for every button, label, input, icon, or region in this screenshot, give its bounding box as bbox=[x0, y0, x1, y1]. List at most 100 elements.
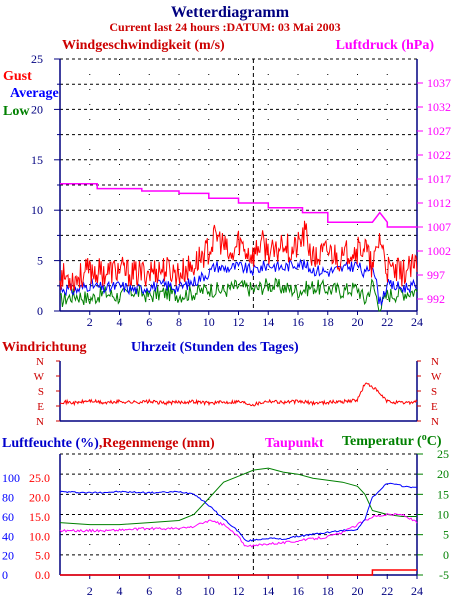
rain-tick-label: 15.0 bbox=[29, 510, 50, 524]
legend-low: Low bbox=[3, 104, 30, 119]
humidity-tick-label: 80 bbox=[2, 491, 14, 505]
temperature-tick-label: 10 bbox=[437, 508, 449, 522]
rain-tick-label: 5.0 bbox=[35, 549, 50, 563]
y-right-tick-label: 1037 bbox=[427, 76, 451, 90]
humidity-tick-label: 100 bbox=[2, 471, 20, 485]
y-right-tick-label: 997 bbox=[427, 268, 445, 282]
y-right-tick-label: 1012 bbox=[427, 196, 451, 210]
y-tick-label: 10 bbox=[31, 203, 43, 217]
direction-tick-label: S bbox=[38, 386, 44, 398]
humidity-tick-label: 60 bbox=[2, 510, 14, 524]
direction-tick-label: E bbox=[37, 401, 44, 413]
y-right-tick-label: 1032 bbox=[427, 100, 451, 114]
x-tick-label: 12 bbox=[233, 584, 245, 598]
y-right-tick-label: 1027 bbox=[427, 124, 451, 138]
direction-tick-label: N bbox=[36, 416, 44, 428]
temperature-tick-label: 5 bbox=[443, 528, 449, 542]
temperature-tick-label: 15 bbox=[437, 487, 449, 501]
x-tick-label: 4 bbox=[117, 315, 123, 329]
x-tick-label: 24 bbox=[411, 584, 423, 598]
series-average-line bbox=[59, 258, 418, 307]
x-tick-label: 10 bbox=[203, 584, 215, 598]
x-tick-label: 14 bbox=[262, 315, 274, 329]
series-temperature-line bbox=[59, 467, 417, 526]
series-pressure-line bbox=[60, 183, 417, 228]
page-title: Wetterdiagramm bbox=[171, 4, 290, 21]
label-separator: , bbox=[99, 436, 103, 451]
x-tick-label: 24 bbox=[411, 315, 423, 329]
direction-right-tick-label: S bbox=[431, 386, 437, 398]
direction-right-tick-label: N bbox=[431, 416, 439, 428]
series-dew-point-line bbox=[59, 512, 418, 548]
series-humidity-line bbox=[59, 482, 418, 542]
direction-tick-label: W bbox=[34, 371, 45, 383]
x-tick-label: 2 bbox=[87, 584, 93, 598]
rain-tick-label: 10.0 bbox=[29, 529, 50, 543]
y-tick-label: 20 bbox=[31, 102, 43, 116]
x-tick-label: 20 bbox=[352, 315, 364, 329]
direction-right-tick-label: W bbox=[431, 371, 442, 383]
x-tick-label: 8 bbox=[176, 584, 182, 598]
series-wind-direction-line bbox=[59, 382, 418, 407]
x-tick-label: 20 bbox=[352, 584, 364, 598]
y-tick-label: 0 bbox=[37, 304, 43, 318]
humidity-tick-label: 20 bbox=[2, 549, 14, 563]
temperature-tick-label: 25 bbox=[437, 447, 449, 461]
series-low-line bbox=[59, 277, 418, 312]
wind-direction-panel: N NW WS SE EN N bbox=[34, 356, 442, 428]
x-tick-label: 16 bbox=[292, 584, 304, 598]
y-tick-label: 15 bbox=[31, 153, 43, 167]
y-tick-label: 25 bbox=[31, 52, 43, 66]
humidity-temperature-panel: 0 20 40 60 80 100 0.0 5.0 10.0 15.0 20.0 25.0 -5 0 5 10… bbox=[2, 447, 449, 598]
pressure-axis-label: Luftdruck (hPa) bbox=[336, 38, 435, 53]
x-tick-label: 4 bbox=[117, 584, 123, 598]
x-tick-label: 18 bbox=[322, 315, 334, 329]
wind-speed-axis-label: Windgeschwindigkeit (m/s) bbox=[62, 38, 225, 53]
x-tick-label: 16 bbox=[292, 315, 304, 329]
y-right-tick-label: 1017 bbox=[427, 172, 451, 186]
humidity-axis-label: Luftfeuchte (%) bbox=[2, 436, 99, 451]
x-tick-label: 18 bbox=[322, 584, 334, 598]
x-tick-label: 2 bbox=[87, 315, 93, 329]
dew-point-label: Taupunkt bbox=[265, 436, 324, 451]
degree-sign: o bbox=[422, 432, 427, 443]
rain-tick-label: 25.0 bbox=[29, 471, 50, 485]
wind-direction-label: Windrichtung bbox=[2, 340, 87, 355]
humidity-tick-label: 0 bbox=[2, 568, 8, 582]
x-tick-label: 12 bbox=[233, 315, 245, 329]
x-tick-label: 22 bbox=[381, 315, 393, 329]
x-tick-label: 14 bbox=[262, 584, 274, 598]
legend-gust: Gust bbox=[3, 69, 32, 84]
direction-tick-label: N bbox=[36, 356, 44, 368]
series-rain-line bbox=[60, 569, 417, 576]
x-tick-label: 10 bbox=[203, 315, 215, 329]
svg-text:Luftfeuchte (%),Regenmenge (mm: Luftfeuchte (%),Regenmenge (mm) bbox=[2, 436, 215, 451]
x-tick-label: 22 bbox=[381, 584, 393, 598]
y-right-tick-label: 1002 bbox=[427, 244, 451, 258]
temperature-axis-label: Temperatur (oC) bbox=[342, 432, 442, 449]
y-right-tick-label: 992 bbox=[427, 292, 445, 306]
page-subtitle: Current last 24 hours :DATUM: 03 Mai 200… bbox=[109, 20, 340, 34]
rain-axis-label: Regenmenge (mm) bbox=[102, 436, 215, 451]
temperature-tick-label: 20 bbox=[437, 467, 449, 481]
time-axis-label: Uhrzeit (Stunden des Tages) bbox=[131, 340, 299, 355]
wind-speed-panel: 0510152025992997100210071012101710221027… bbox=[31, 52, 451, 329]
y-right-tick-label: 1022 bbox=[427, 148, 451, 162]
series-gust-line bbox=[59, 220, 418, 292]
x-tick-label: 8 bbox=[176, 315, 182, 329]
temperature-tick-label: -5 bbox=[439, 568, 449, 582]
y-right-tick-label: 1007 bbox=[427, 220, 451, 234]
direction-right-tick-label: N bbox=[431, 356, 439, 368]
legend-average: Average bbox=[10, 86, 59, 101]
x-tick-label: 6 bbox=[146, 315, 152, 329]
y-tick-label: 5 bbox=[37, 254, 43, 268]
direction-right-tick-label: E bbox=[431, 401, 438, 413]
rain-tick-label: 0.0 bbox=[35, 568, 50, 582]
rain-tick-label: 20.0 bbox=[29, 491, 50, 505]
x-tick-label: 6 bbox=[146, 584, 152, 598]
temperature-axis-label-text: Temperatur ( bbox=[342, 434, 422, 449]
temperature-tick-label: 0 bbox=[443, 548, 449, 562]
celsius-sign: C) bbox=[427, 434, 442, 449]
humidity-tick-label: 40 bbox=[2, 529, 14, 543]
